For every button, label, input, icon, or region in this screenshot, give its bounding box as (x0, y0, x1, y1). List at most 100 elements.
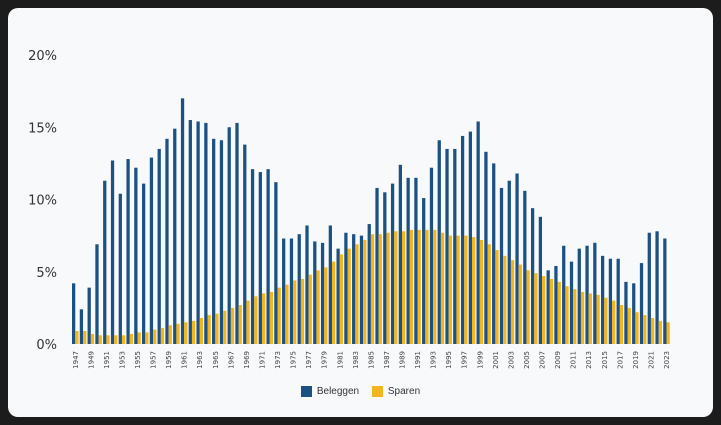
x-tick-label: 2001 (492, 351, 500, 369)
bar-beleggen-2013 (585, 245, 589, 344)
bar-sparen-1952 (114, 335, 118, 344)
x-tick-label: 1981 (336, 351, 344, 369)
bar-beleggen-1955 (134, 167, 138, 344)
x-tick-label: 1999 (476, 351, 484, 369)
x-tick-label: 2013 (585, 351, 593, 369)
x-tick-label: 2015 (601, 351, 609, 369)
x-tick-label: 1991 (414, 351, 422, 369)
bar-sparen-2001 (495, 250, 499, 344)
legend: Beleggen Sparen (0, 386, 721, 400)
x-tick-label: 1977 (305, 351, 313, 369)
x-tick-label: 1953 (118, 351, 126, 369)
bar-beleggen-2015 (600, 255, 605, 344)
y-tick-label: 5% (36, 266, 57, 281)
bar-beleggen-1947 (72, 283, 76, 344)
bar-beleggen-2023 (663, 238, 667, 344)
x-tick-label: 2003 (507, 351, 515, 369)
bar-sparen-2022 (658, 320, 662, 344)
bar-beleggen-2012 (577, 248, 581, 344)
x-tick-label: 2007 (539, 351, 547, 369)
bar-sparen-1970 (254, 296, 258, 344)
bar-beleggen-2009 (554, 265, 558, 344)
bar-sparen-2019 (635, 312, 639, 344)
bar-beleggen-2002 (499, 187, 504, 344)
bar-sparen-2020 (643, 315, 647, 344)
bar-sparen-1983 (355, 244, 359, 344)
bar-sparen-1960 (176, 323, 180, 344)
bar-beleggen-1960 (173, 128, 177, 344)
x-tick-label: 1959 (165, 351, 173, 369)
bar-sparen-2018 (627, 307, 631, 345)
x-tick-label: 1995 (445, 351, 453, 369)
bar-beleggen-1999 (476, 121, 480, 344)
bar-beleggen-1959 (165, 138, 169, 344)
legend-item-sparen[interactable]: Sparen (371, 386, 421, 397)
x-tick-label: 1971 (258, 351, 266, 369)
x-tick-label: 1979 (321, 351, 329, 369)
bar-sparen-1988 (394, 231, 398, 344)
bar-beleggen-2010 (562, 245, 566, 344)
bar-sparen-1971 (261, 293, 266, 344)
bar-sparen-2015 (604, 297, 608, 344)
x-tick-label: 2011 (570, 351, 578, 369)
bar-sparen-2008 (549, 278, 554, 344)
bar-beleggen-1987 (383, 192, 387, 344)
bar-beleggen-2006 (530, 208, 535, 344)
x-tick-label: 1975 (290, 351, 298, 369)
bar-sparen-1981 (339, 254, 344, 344)
bar-sparen-1991 (417, 229, 421, 344)
bar-sparen-1964 (207, 315, 211, 344)
bar-sparen-2023 (666, 322, 670, 344)
bar-beleggen-1970 (250, 169, 255, 344)
bar-beleggen-1984 (359, 235, 364, 345)
bar-beleggen-2008 (546, 270, 550, 344)
bar-sparen-1966 (223, 310, 227, 344)
bar-beleggen-2014 (593, 242, 597, 344)
legend-label-sparen: Sparen (387, 386, 421, 397)
x-tick-label: 2021 (647, 351, 655, 369)
bar-beleggen-1993 (429, 167, 434, 344)
bar-sparen-2012 (580, 291, 585, 344)
bar-sparen-2002 (503, 255, 507, 344)
x-tick-label: 1985 (367, 351, 375, 369)
bar-beleggen-1973 (274, 182, 278, 344)
bar-sparen-2021 (650, 317, 655, 344)
bar-sparen-1972 (269, 291, 274, 344)
bar-sparen-1953 (121, 335, 126, 344)
legend-item-beleggen[interactable]: Beleggen (300, 386, 359, 397)
bar-beleggen-1971 (258, 172, 262, 344)
bar-beleggen-1979 (320, 242, 325, 344)
x-tick-label: 1949 (87, 351, 95, 369)
bar-sparen-1975 (293, 280, 297, 344)
x-tick-label: 1969 (243, 351, 251, 369)
bar-beleggen-2020 (639, 263, 644, 344)
bar-beleggen-1988 (390, 183, 395, 344)
y-tick-label: 15% (28, 121, 57, 136)
bar-beleggen-1981 (336, 248, 340, 344)
bar-beleggen-2018 (624, 281, 628, 344)
bar-sparen-1993 (433, 229, 437, 344)
bar-sparen-1974 (285, 284, 289, 344)
bar-sparen-1979 (324, 267, 328, 344)
x-tick-label: 1963 (196, 351, 204, 369)
bar-sparen-1950 (98, 335, 102, 344)
x-tick-label: 2005 (523, 351, 531, 369)
x-tick-label: 2017 (616, 351, 624, 369)
x-tick-label: 1997 (461, 351, 469, 369)
bar-beleggen-2016 (608, 258, 613, 344)
bar-sparen-1955 (137, 332, 141, 344)
bar-beleggen-1954 (126, 159, 130, 344)
bar-sparen-1969 (246, 300, 250, 344)
x-tick-label: 1957 (150, 351, 158, 369)
bar-sparen-2009 (557, 281, 561, 344)
bar-beleggen-2019 (632, 283, 636, 344)
bar-sparen-1973 (277, 287, 281, 344)
bar-beleggen-1967 (227, 127, 231, 344)
bar-sparen-1949 (90, 333, 95, 344)
bar-beleggen-1975 (289, 238, 294, 344)
y-tick-label: 0% (36, 338, 57, 353)
bar-beleggen-2004 (515, 173, 519, 344)
bar-beleggen-1995 (445, 148, 449, 344)
bar-beleggen-2021 (647, 232, 651, 344)
